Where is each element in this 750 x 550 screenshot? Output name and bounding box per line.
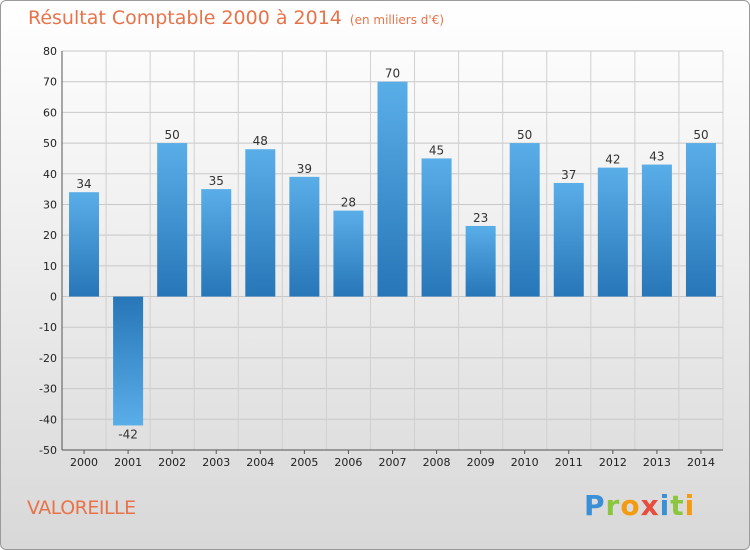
y-tick-label: 0 <box>50 291 57 304</box>
y-tick-label: 20 <box>43 229 57 242</box>
data-label-2002: 50 <box>165 128 180 142</box>
bar-2008 <box>421 158 452 297</box>
x-tick-label-2001: 2001 <box>114 456 142 469</box>
bar-2003 <box>201 189 232 297</box>
bar-2014 <box>685 143 716 297</box>
bar-2010 <box>509 143 540 297</box>
data-label-2014: 50 <box>693 128 708 142</box>
data-label-2008: 45 <box>429 143 444 157</box>
bar-2012 <box>597 167 628 297</box>
x-tick-label-2011: 2011 <box>555 456 583 469</box>
bar-2004 <box>245 149 276 297</box>
bar-2000 <box>69 192 100 297</box>
data-label-2005: 39 <box>297 162 312 176</box>
bar-2009 <box>465 225 496 297</box>
data-label-2000: 34 <box>76 177 91 191</box>
x-tick-label-2008: 2008 <box>423 456 451 469</box>
x-tick-label-2000: 2000 <box>70 456 98 469</box>
y-tick-label: -20 <box>39 352 57 365</box>
y-tick-label: 30 <box>43 198 57 211</box>
x-tick-label-2004: 2004 <box>246 456 274 469</box>
x-tick-label-2013: 2013 <box>643 456 671 469</box>
x-tick-label-2002: 2002 <box>158 456 186 469</box>
y-tick-label: 80 <box>43 45 57 58</box>
y-tick-label: -40 <box>39 413 57 426</box>
data-label-2009: 23 <box>473 211 488 225</box>
y-tick-label: 70 <box>43 76 57 89</box>
data-label-2003: 35 <box>209 174 224 188</box>
x-tick-label-2009: 2009 <box>467 456 495 469</box>
data-label-2006: 28 <box>341 196 356 210</box>
y-tick-label: -10 <box>39 321 57 334</box>
y-tick-label: 10 <box>43 260 57 273</box>
data-label-2011: 37 <box>561 168 576 182</box>
data-label-2007: 70 <box>385 67 400 81</box>
data-label-2010: 50 <box>517 128 532 142</box>
x-tick-label-2014: 2014 <box>687 456 715 469</box>
bar-2013 <box>641 164 672 297</box>
bar-2005 <box>289 176 320 297</box>
chart-title: Résultat Comptable 2000 à 2014 (en millie… <box>28 7 444 29</box>
x-tick-label-2010: 2010 <box>511 456 539 469</box>
x-tick-label-2012: 2012 <box>599 456 627 469</box>
bar-2001 <box>113 296 144 426</box>
y-tick-label: -30 <box>39 383 57 396</box>
bar-2007 <box>377 81 408 297</box>
data-label-2004: 48 <box>253 134 268 148</box>
proxiti-logo: Proxiti <box>584 489 696 522</box>
y-tick-label: 40 <box>43 168 57 181</box>
data-label-2013: 43 <box>649 150 664 164</box>
x-tick-label-2005: 2005 <box>290 456 318 469</box>
y-tick-label: 60 <box>43 106 57 119</box>
x-tick-label-2003: 2003 <box>202 456 230 469</box>
bar-2006 <box>333 210 364 297</box>
chart-subtitle: (en milliers d'€) <box>349 13 445 27</box>
data-label-2012: 42 <box>605 153 620 167</box>
data-label-2001: -42 <box>118 427 138 441</box>
chart-title-text: Résultat Comptable 2000 à 2014 <box>28 7 342 29</box>
y-tick-label: 50 <box>43 137 57 150</box>
x-tick-label-2006: 2006 <box>334 456 362 469</box>
commune-name: VALOREILLE <box>27 497 136 519</box>
bar-2002 <box>157 143 188 297</box>
bar-2011 <box>553 182 584 297</box>
x-tick-label-2007: 2007 <box>379 456 407 469</box>
y-tick-label: -50 <box>39 444 57 457</box>
